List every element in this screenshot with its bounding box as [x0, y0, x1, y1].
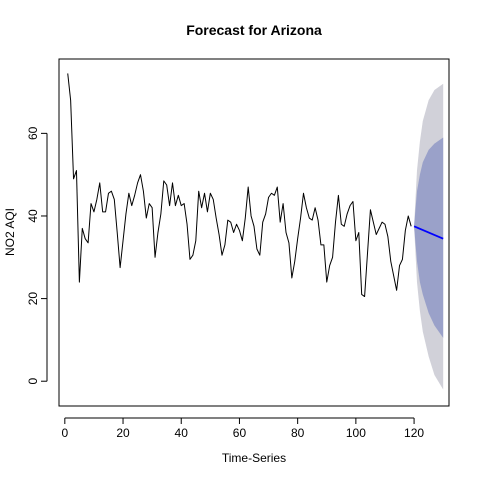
- x-tick-label: 100: [346, 426, 366, 440]
- plot-frame: [58, 58, 450, 407]
- chart-title: Forecast for Arizona: [186, 22, 322, 38]
- forecast-mean-line: [413, 225, 444, 240]
- y-tick-label: 40: [26, 209, 40, 223]
- x-axis: 0 20 40 60 80 100 120: [61, 417, 424, 440]
- x-tick-label: 80: [291, 426, 305, 440]
- x-tick-label: 0: [61, 426, 68, 440]
- y-tick-label: 60: [26, 126, 40, 140]
- y-tick-label: 0: [26, 378, 40, 385]
- interval-band-80pct: [414, 137, 444, 338]
- x-tick-label: 120: [404, 426, 424, 440]
- series-lines: [67, 73, 444, 298]
- y-axis-title: NO2 AQI: [3, 208, 17, 256]
- x-tick-label: 20: [116, 426, 130, 440]
- x-tick-label: 60: [233, 426, 247, 440]
- observed-line: [67, 73, 412, 298]
- x-axis-title: Time-Series: [222, 451, 286, 465]
- prediction-intervals: [414, 83, 444, 390]
- x-tick-label: 40: [175, 426, 189, 440]
- y-tick-label: 20: [26, 292, 40, 306]
- y-axis: 0 20 40 60: [26, 126, 48, 385]
